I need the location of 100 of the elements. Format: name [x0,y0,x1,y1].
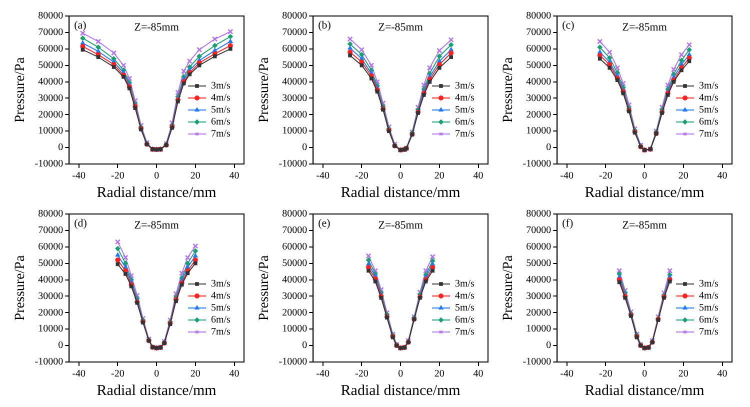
x-tick-label: 0 [154,170,160,182]
x-tick-label: 20 [678,170,688,182]
y-tick-label: 10000 [38,126,64,137]
x-tick-label: 40 [473,170,484,182]
y-tick-label: 10000 [282,126,308,137]
legend-label: 3m/s [211,80,231,92]
annotation: Z=-85mm [378,219,424,232]
y-axis-title: Pressure/Pa [257,56,272,123]
y-tick-label: 30000 [526,92,552,104]
y-axis-title: Pressure/Pa [501,56,516,123]
x-tick-label: 0 [154,368,160,380]
x-axis-title: Radial distance/mm [584,184,705,201]
y-tick-label: 10000 [38,324,64,335]
legend-label: 4m/s [455,92,475,104]
y-tick-label: 50000 [38,60,64,71]
y-tick-label: 10000 [526,126,552,137]
legend-label: 5m/s [455,302,475,314]
annotation: Z=-85mm [622,219,668,232]
legend-label: 5m/s [211,302,231,314]
y-tick-label: 0 [58,142,64,154]
y-axis-title: Pressure/Pa [13,56,28,123]
y-tick-label: 0 [546,142,552,154]
legend-label: 4m/s [699,92,719,104]
x-tick-label: 40 [473,368,484,380]
y-tick-label: 60000 [526,44,552,55]
y-tick-label: 70000 [282,225,308,236]
legend-label: 3m/s [699,278,719,290]
x-tick-label: 20 [190,368,200,380]
legend-label: 7m/s [211,326,231,338]
x-tick-label: 0 [642,368,648,380]
y-tick-label: 60000 [526,242,552,253]
legend-label: 6m/s [699,116,719,128]
y-tick-label: 50000 [526,60,552,71]
y-tick-label: -10000 [522,356,552,368]
y-tick-label: 80000 [38,10,64,22]
y-tick-label: 40000 [38,274,64,286]
y-tick-label: 40000 [38,76,64,88]
y-tick-label: 50000 [282,60,308,71]
annotation: Z=-85mm [622,21,668,34]
y-tick-label: 30000 [38,290,64,302]
annotation: Z=-85mm [134,219,180,232]
x-tick-label: 20 [434,368,444,380]
x-tick-label: 0 [398,170,404,182]
legend-label: 5m/s [699,104,719,116]
annotation: Z=-85mm [378,21,424,34]
x-axis-title: Radial distance/mm [96,382,217,399]
y-tick-label: 20000 [526,307,552,318]
y-tick-label: -10000 [278,158,308,170]
x-tick-label: -20 [111,368,124,380]
y-axis-title: Pressure/Pa [257,254,272,321]
annotation: (e) [318,217,331,230]
x-tick-label: 40 [229,170,240,182]
y-tick-label: -10000 [278,356,308,368]
y-tick-label: 20000 [38,307,64,318]
legend-label: 6m/s [211,314,231,326]
legend-label: 5m/s [699,302,719,314]
annotation: (f) [562,217,574,230]
legend-label: 7m/s [211,128,231,140]
legend-label: 6m/s [455,116,475,128]
y-tick-label: 0 [546,340,552,352]
legend-label: 7m/s [699,326,719,338]
x-tick-label: -20 [599,368,612,380]
legend-label: 4m/s [211,92,231,104]
y-tick-label: 30000 [282,92,308,104]
x-tick-label: 40 [717,368,728,380]
legend-label: 3m/s [455,278,475,290]
legend-label: 7m/s [455,326,475,338]
annotation: (c) [562,19,575,32]
y-tick-label: 60000 [38,242,64,253]
y-tick-label: 50000 [38,258,64,269]
x-tick-label: 40 [717,170,728,182]
y-tick-label: -10000 [34,158,64,170]
x-tick-label: 0 [642,170,648,182]
legend-label: 4m/s [455,290,475,302]
y-tick-label: 80000 [282,208,308,220]
y-tick-label: 70000 [526,225,552,236]
x-tick-label: -20 [355,170,368,182]
legend-label: 6m/s [211,116,231,128]
x-tick-label: 0 [398,368,404,380]
y-tick-label: 40000 [282,76,308,88]
legend-label: 6m/s [455,314,475,326]
y-tick-label: 80000 [526,208,552,220]
x-axis-title: Radial distance/mm [584,382,705,399]
y-tick-label: 70000 [282,27,308,38]
y-tick-label: 20000 [282,109,308,120]
legend-label: 5m/s [211,104,231,116]
x-tick-label: -40 [316,368,330,380]
y-tick-label: 30000 [526,290,552,302]
y-tick-label: -10000 [34,356,64,368]
legend-label: 3m/s [699,80,719,92]
annotation: (a) [74,19,87,32]
y-tick-label: 0 [302,340,308,352]
y-tick-label: 50000 [526,258,552,269]
y-tick-label: 60000 [282,44,308,55]
x-tick-label: 20 [434,170,444,182]
y-tick-label: 80000 [38,208,64,220]
y-tick-label: 70000 [38,27,64,38]
legend-label: 4m/s [211,290,231,302]
legend-label: 6m/s [699,314,719,326]
x-tick-label: -40 [316,170,330,182]
